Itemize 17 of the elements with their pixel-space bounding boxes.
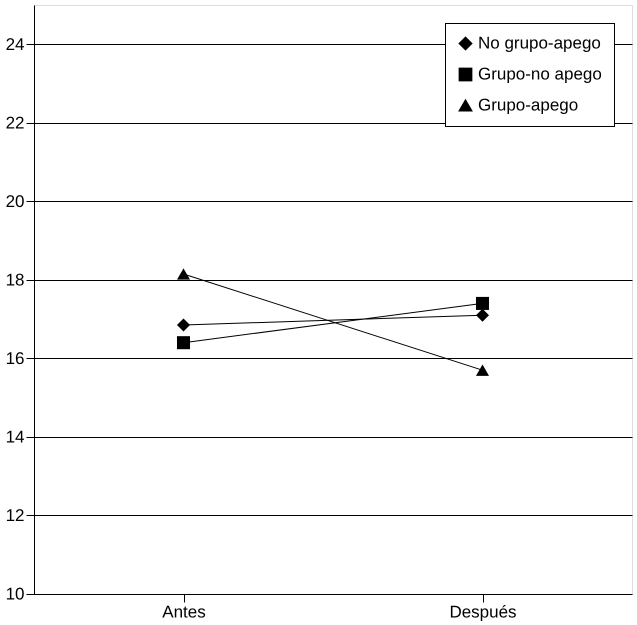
point (176, 318, 190, 332)
point (476, 308, 490, 322)
y-tick-label: 12 (6, 506, 24, 525)
x-tick-label: Antes (162, 602, 206, 622)
point (176, 336, 190, 350)
x-tick-label: Después (449, 602, 517, 622)
y-tick-label: 18 (6, 270, 24, 290)
legend-label: Grupo-no apego (478, 64, 602, 84)
y-tick-label: 14 (6, 427, 24, 446)
legend-label: No grupo-apego (478, 34, 601, 52)
legend-label: Grupo-apego (478, 96, 578, 114)
point (476, 296, 490, 310)
y-tick-label: 22 (6, 113, 24, 132)
y-tick-label: 20 (6, 192, 24, 211)
y-tick-label: 16 (6, 348, 24, 368)
y-tick-label: 10 (6, 584, 24, 604)
y-tick-label: 24 (6, 34, 24, 54)
